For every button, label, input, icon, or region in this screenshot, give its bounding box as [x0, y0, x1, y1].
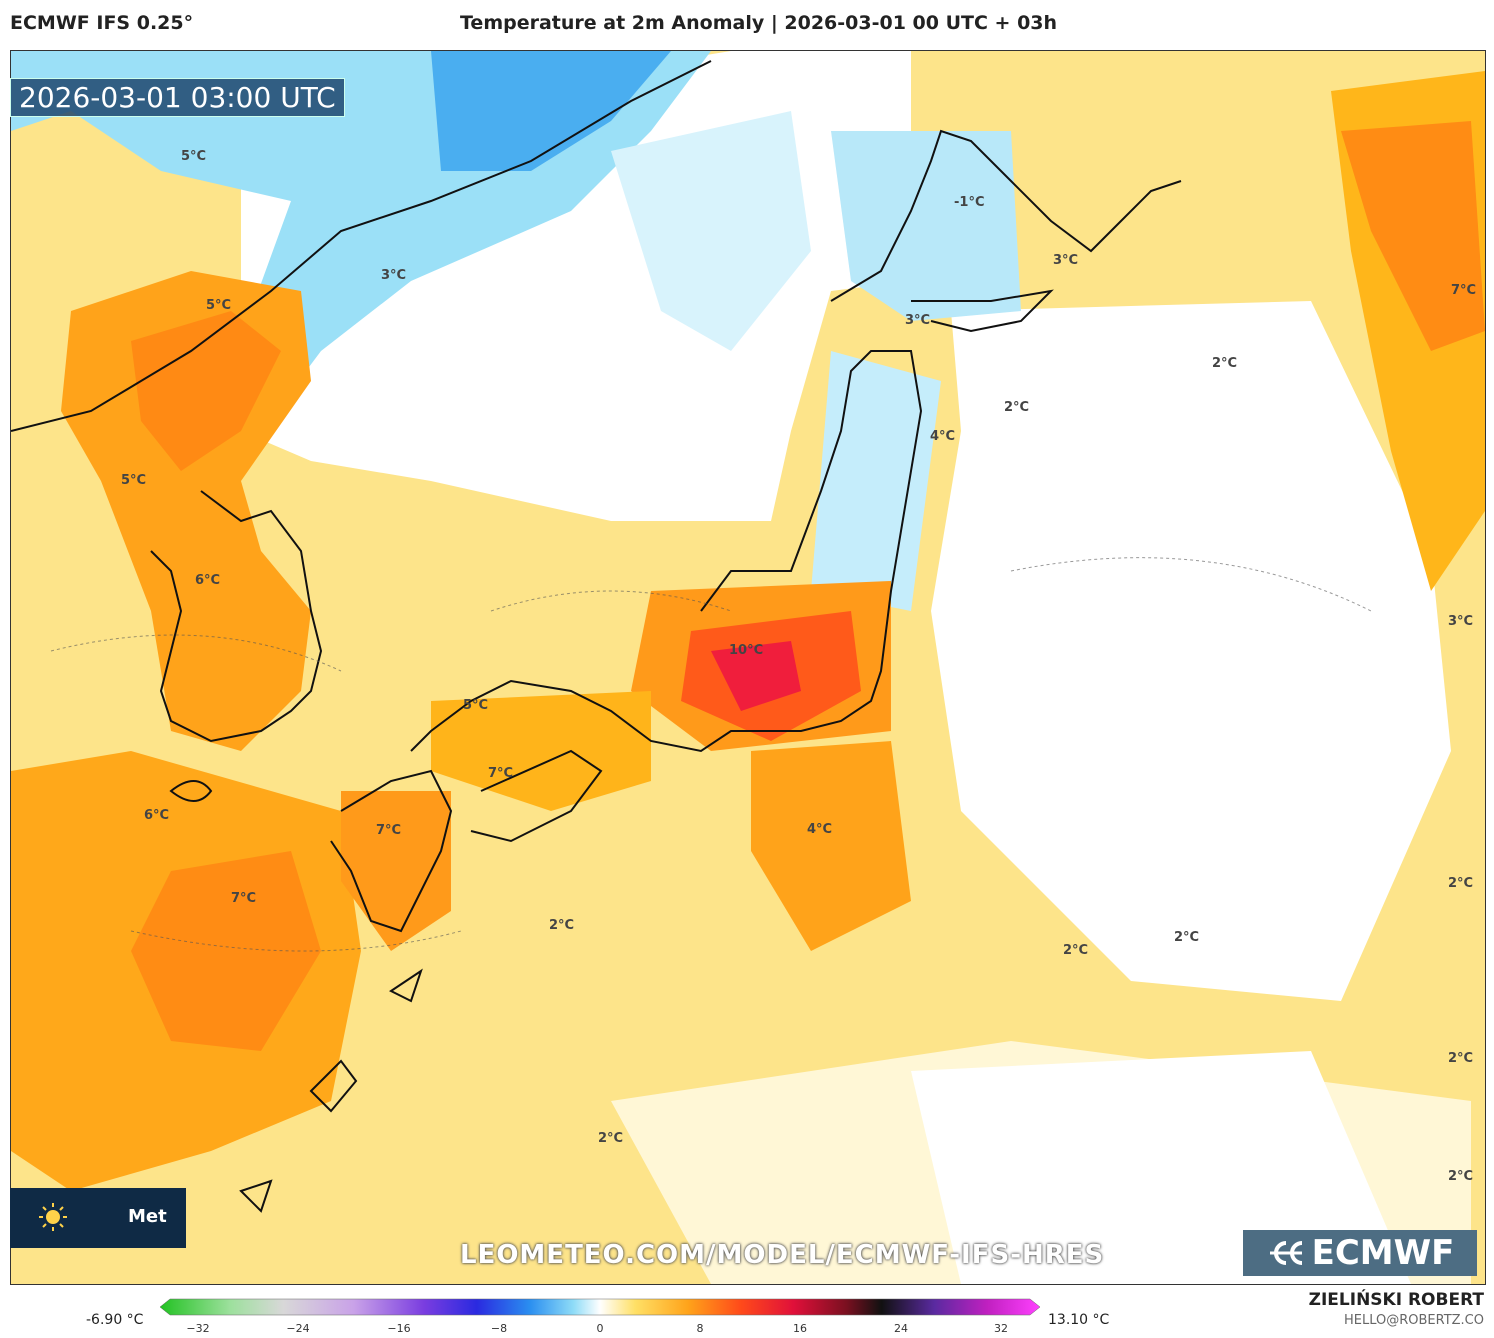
valid-time-badge: 2026-03-01 03:00 UTC	[10, 78, 345, 117]
sun-icon	[39, 1203, 67, 1231]
temp-label: 2°C	[1004, 400, 1030, 415]
temp-label: 10°C	[729, 643, 764, 658]
ecmwf-logo-icon	[1269, 1241, 1302, 1265]
ecmwf-logo-text: ECMWF	[1311, 1233, 1455, 1273]
temp-label: 2°C	[1063, 943, 1089, 958]
brand-box[interactable]: Met	[10, 1188, 186, 1248]
ecmwf-logo: ECMWF	[1243, 1230, 1477, 1276]
temp-label: 2°C	[1448, 1051, 1474, 1066]
temp-label: 2°C	[598, 1131, 624, 1146]
colorbar-tick: −8	[490, 1322, 508, 1335]
temp-label: 2°C	[549, 918, 575, 933]
temp-label: 6°C	[195, 573, 221, 588]
temp-label: 2°C	[1174, 930, 1200, 945]
temp-label: 3°C	[381, 268, 407, 283]
watermark-url: LEOMETEO.COM/MODEL/ECMWF-IFS-HRES	[460, 1240, 1105, 1270]
colorbar-tick: 8	[696, 1322, 704, 1335]
temp-label: 7°C	[376, 823, 402, 838]
temp-label: 3°C	[1448, 614, 1474, 629]
temp-label: -1°C	[954, 195, 985, 210]
temp-label: 7°C	[488, 766, 514, 781]
colorbar-min: -6.90 °C	[86, 1312, 144, 1328]
temp-label: 6°C	[144, 808, 170, 823]
anomaly-map	[11, 51, 1485, 1284]
temp-label: 4°C	[930, 429, 956, 444]
map-title: Temperature at 2m Anomaly | 2026-03-01 0…	[460, 12, 1058, 34]
author-email[interactable]: HELLO@ROBERTZ.CO	[1343, 1313, 1484, 1328]
colorbar-tick: 16	[793, 1322, 807, 1335]
colorbar	[160, 1298, 1040, 1316]
colorbar-tick: −24	[286, 1322, 310, 1335]
colorbar-tick: 32	[994, 1322, 1008, 1335]
model-name: ECMWF IFS 0.25°	[10, 12, 194, 34]
temp-label: 5°C	[463, 698, 489, 713]
map-frame: 5°C 5°C 3°C 5°C 6°C 7°C 6°C 5°C 7°C 7°C …	[10, 50, 1486, 1285]
temp-label: 2°C	[1448, 876, 1474, 891]
colorbar-tick: −32	[186, 1322, 210, 1335]
temp-label: 3°C	[1053, 253, 1079, 268]
colorbar-tick: 24	[894, 1322, 908, 1335]
temp-label: 4°C	[807, 822, 833, 837]
colorbar-tick: −16	[387, 1322, 411, 1335]
temp-label: 3°C	[905, 313, 931, 328]
brand-name: Met	[128, 1206, 167, 1227]
temp-label: 5°C	[121, 473, 147, 488]
temp-label: 7°C	[231, 891, 257, 906]
colorbar-max: 13.10 °C	[1048, 1312, 1110, 1328]
author-credit: ZIELIŃSKI ROBERT	[1308, 1290, 1484, 1310]
temp-label: 2°C	[1212, 356, 1238, 371]
temp-label: 5°C	[206, 298, 232, 313]
temp-label: 5°C	[181, 149, 207, 164]
temp-label: 2°C	[1448, 1169, 1474, 1184]
temp-label: 7°C	[1451, 283, 1477, 298]
colorbar-tick: 0	[596, 1322, 604, 1335]
